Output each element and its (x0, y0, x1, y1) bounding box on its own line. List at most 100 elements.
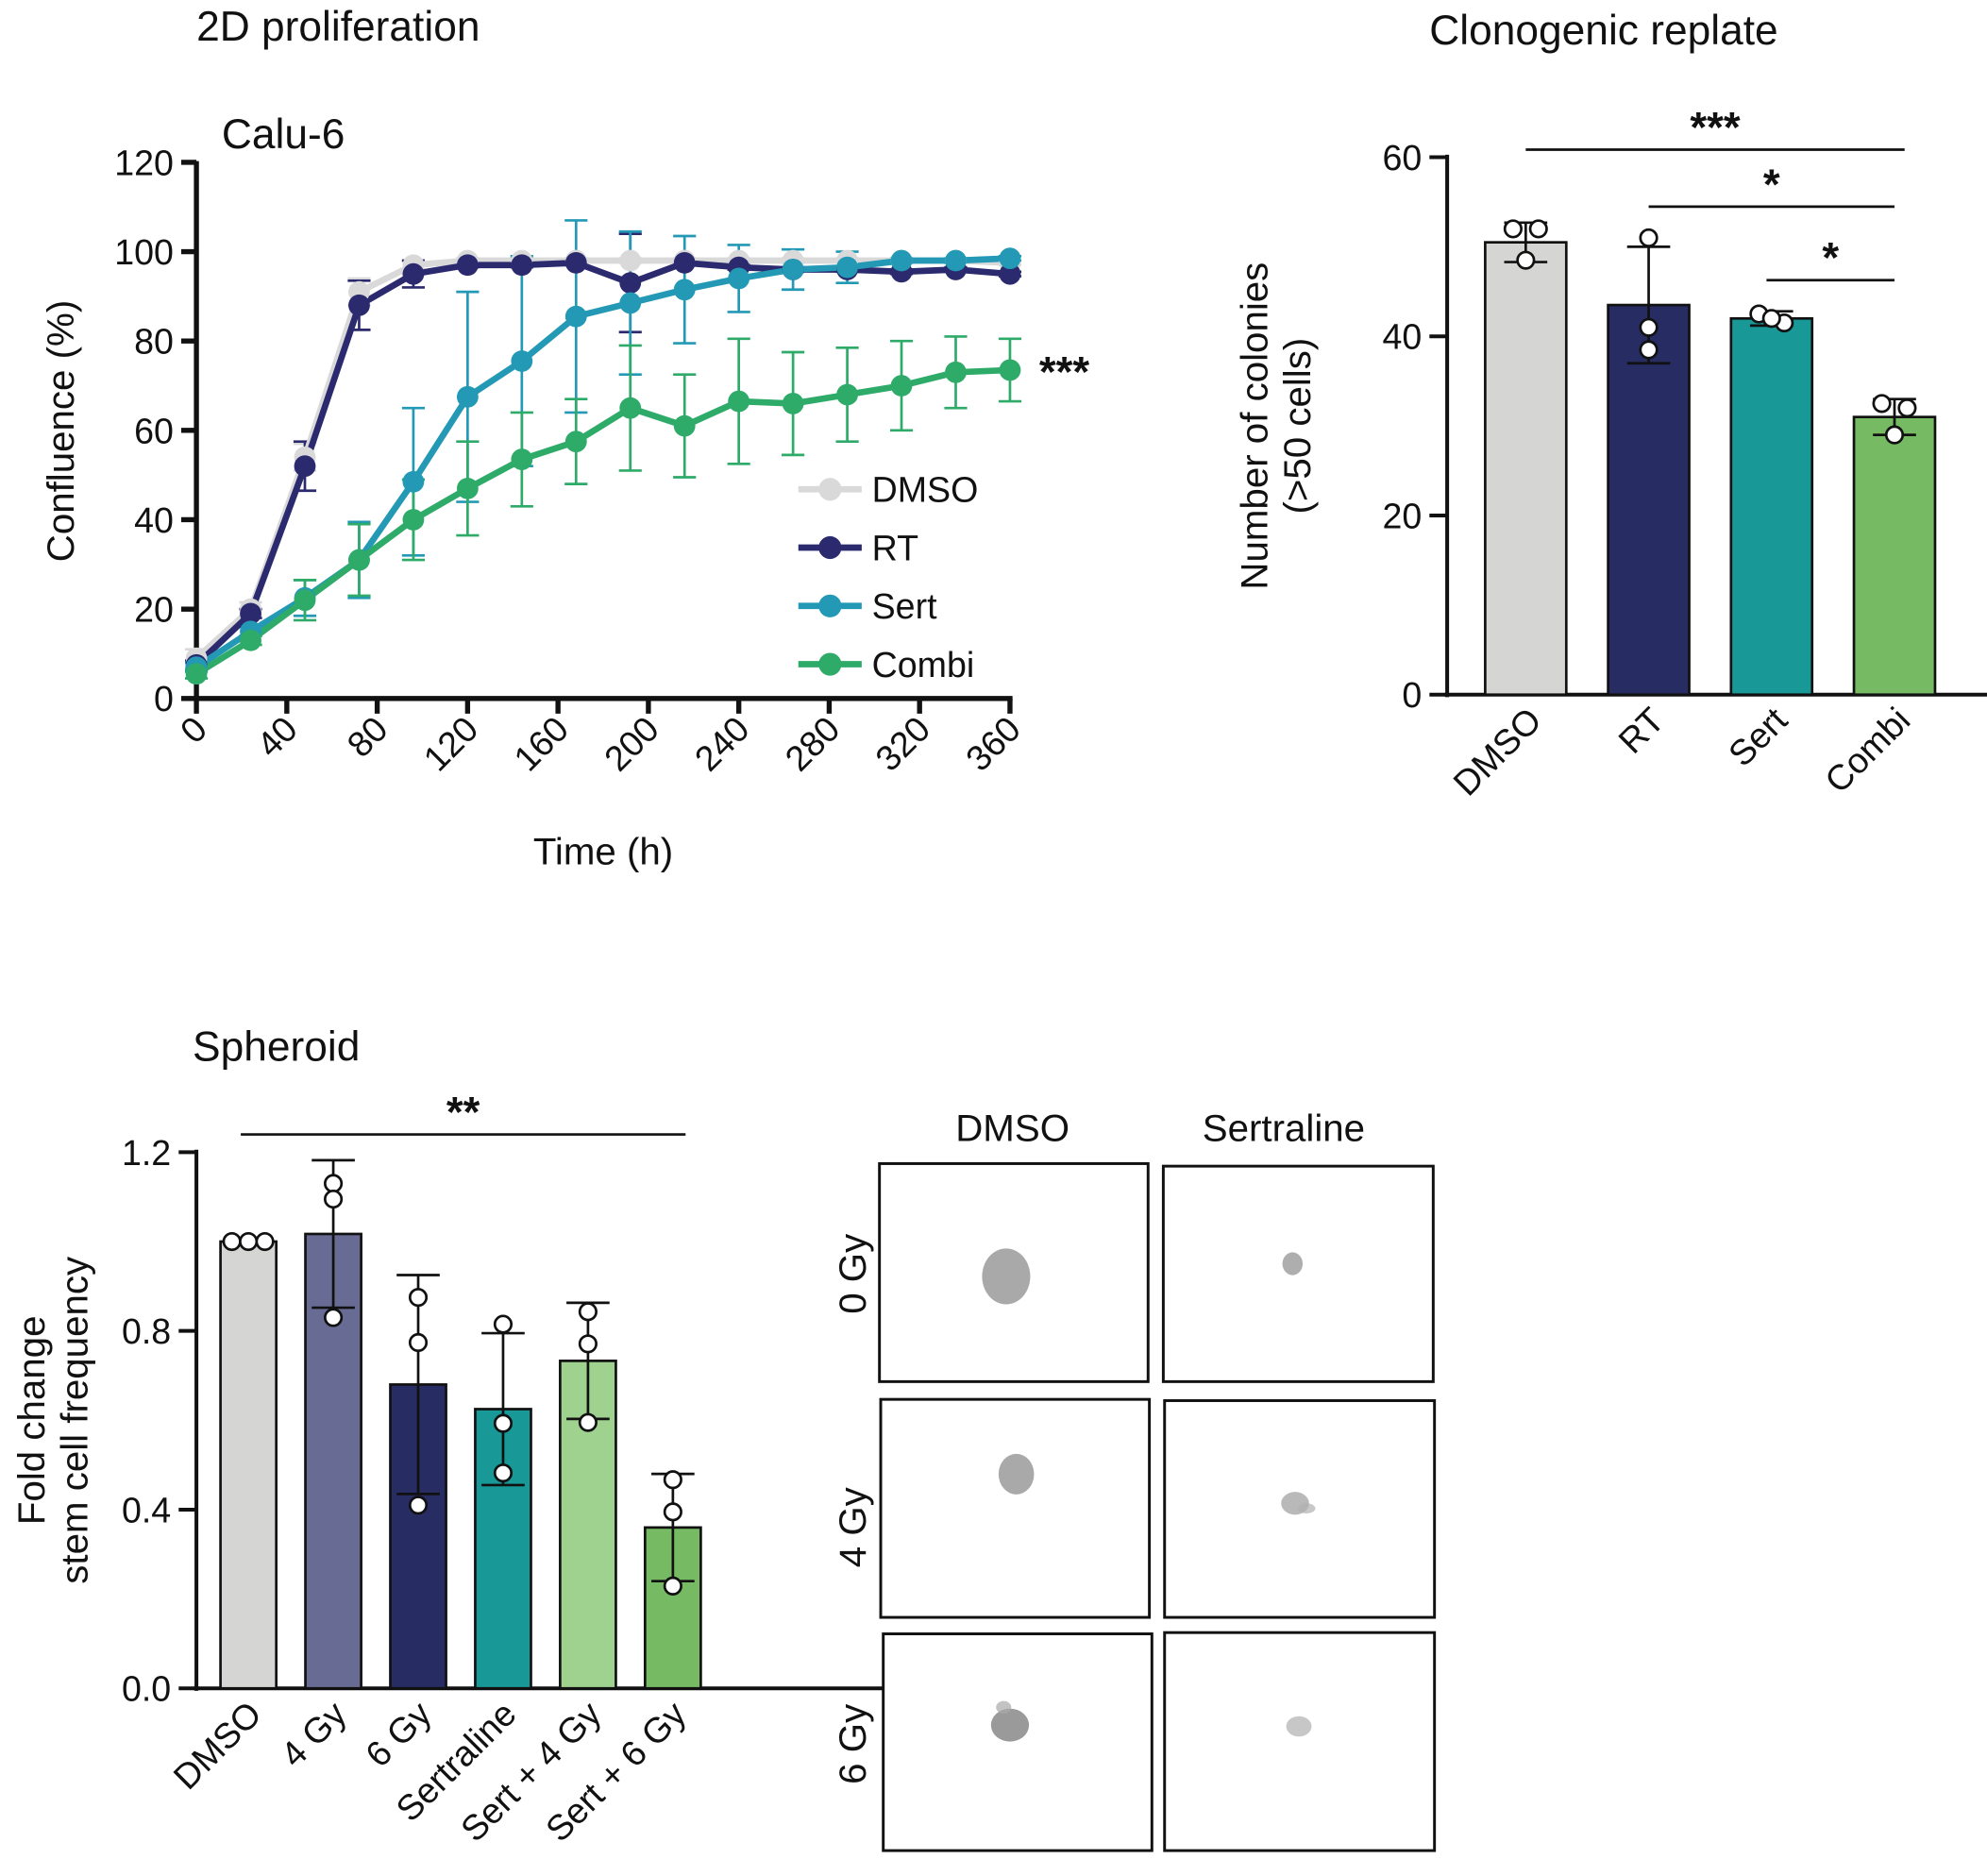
y-tick-label: 60 (1382, 138, 1422, 177)
data-point (1884, 425, 1905, 445)
x-tick-label: 360 (958, 709, 1028, 779)
column-label-sertraline: Sertraline (1203, 1107, 1365, 1149)
bar-group (559, 1301, 617, 1690)
significance-brackets: ***** (1525, 103, 1905, 282)
y-tick-label: 0 (154, 679, 174, 718)
x-tick-label: Sert (1721, 700, 1795, 774)
series-lines (194, 255, 1011, 677)
spheroid-bar-chart: 0.0 0.4 0.8 1.2 Fold change stem cell frequen… (10, 1089, 1002, 1850)
x-tick-label: RT (1610, 700, 1672, 761)
legend-item-sert: Sert (798, 586, 937, 626)
data-point-rt (294, 455, 316, 478)
data-point-sert (619, 292, 642, 314)
data-point-rt (564, 251, 587, 274)
data-point-rt (619, 272, 642, 295)
data-point (493, 1413, 514, 1433)
y-axis-label-line: (>50 cells) (1276, 338, 1319, 515)
data-point-sert (673, 279, 696, 301)
data-point (255, 1231, 275, 1252)
spheroid-blob (1297, 1503, 1316, 1513)
legend-item-dmso: DMSO (798, 470, 978, 510)
spheroid-blob (996, 1700, 1012, 1715)
image-dmso-6gy (882, 1632, 1153, 1852)
y-tick-label: 20 (1382, 496, 1422, 535)
x-tick-label: 160 (506, 709, 576, 779)
legend-swatch-marker (818, 594, 842, 617)
data-point-combi (836, 383, 858, 406)
data-point (408, 1288, 429, 1308)
data-point-sert (999, 247, 1021, 270)
bar-group (1607, 228, 1691, 697)
data-point (1897, 398, 1917, 418)
data-point-sert (564, 305, 587, 328)
bar-group (219, 1231, 278, 1690)
significance-label: * (1763, 161, 1780, 209)
data-point (578, 1412, 598, 1432)
data-point (222, 1231, 242, 1252)
column-label-dmso: DMSO (955, 1107, 1069, 1149)
y-axis-label: Confluence (%) (40, 300, 82, 563)
legend-label: RT (872, 528, 918, 567)
data-point-combi (402, 509, 425, 531)
data-point (493, 1314, 514, 1334)
data-point (1639, 340, 1659, 360)
bar-group (389, 1274, 447, 1690)
proliferation-line-chart: Calu-6 0 20 40 60 80 100 120 0 40 80 120 160 200 240 2… (40, 111, 1089, 872)
data-point (1639, 228, 1659, 247)
y-axis-label: Fold change stem cell frequency (10, 1256, 96, 1584)
x-tick-label: DMSO (1445, 700, 1548, 803)
data-point-sert (782, 259, 804, 280)
y-tick-label: 100 (114, 232, 174, 272)
image-sertraline-0gy (1161, 1164, 1435, 1383)
data-point (663, 1502, 682, 1522)
data-point (408, 1332, 429, 1353)
y-axis-label-line: Number of colonies (1233, 262, 1275, 590)
data-point (1761, 309, 1781, 329)
y-tick-label: 0.8 (122, 1311, 171, 1351)
bar (1729, 316, 1814, 697)
x-tick-label: 4 Gy (273, 1694, 354, 1775)
significance-label: ** (446, 1089, 480, 1137)
data-point-rt (673, 251, 696, 274)
image-dmso-4gy (879, 1397, 1152, 1619)
x-axis-label: Time (h) (533, 831, 673, 873)
x-tick-label: 320 (867, 709, 937, 779)
axes: 0 20 40 60 (1382, 138, 1987, 715)
x-tick-label: 0 (173, 709, 214, 751)
significance-label: *** (1690, 103, 1741, 151)
y-axis-label-line: stem cell frequency (54, 1256, 96, 1584)
bars (219, 1158, 702, 1690)
legend-label: Combi (872, 645, 975, 684)
bars (1484, 219, 1937, 697)
x-tick-label: 80 (339, 709, 395, 765)
x-tick-label: Combi (1817, 700, 1917, 800)
data-point (663, 1576, 682, 1596)
data-point-rt (402, 262, 425, 285)
series-line-combi (194, 366, 1011, 677)
legend-swatch-marker (818, 535, 842, 560)
data-point-combi (673, 414, 696, 437)
row-label-4gy: 4 Gy (832, 1486, 874, 1567)
bar-group (1852, 394, 1937, 697)
data-point-sert (890, 249, 913, 272)
data-point-combi (348, 549, 370, 571)
data-point-sert (456, 385, 479, 408)
spheroid-blob (1282, 1252, 1304, 1276)
y-tick-label: 40 (134, 500, 174, 540)
data-point-rt (348, 294, 370, 316)
x-tick-label: DMSO (165, 1694, 268, 1797)
x-tick-label: 200 (597, 709, 666, 779)
spheroid-blob (998, 1453, 1035, 1495)
data-point (408, 1496, 429, 1515)
data-point (1516, 250, 1536, 270)
data-point-combi (945, 361, 967, 383)
bar-group (1729, 304, 1814, 697)
clonogenic-bar-chart: 0 20 40 60 Number of colonies (>50 cells) DMSO… (1233, 103, 1987, 803)
significance-annotation: *** (1039, 348, 1090, 397)
data-point-combi (511, 448, 533, 471)
data-point-combi (782, 393, 804, 414)
data-point (239, 1231, 259, 1252)
row-label-6gy: 6 Gy (832, 1703, 874, 1784)
data-point-combi (456, 477, 479, 499)
legend-swatch-marker (818, 652, 842, 676)
